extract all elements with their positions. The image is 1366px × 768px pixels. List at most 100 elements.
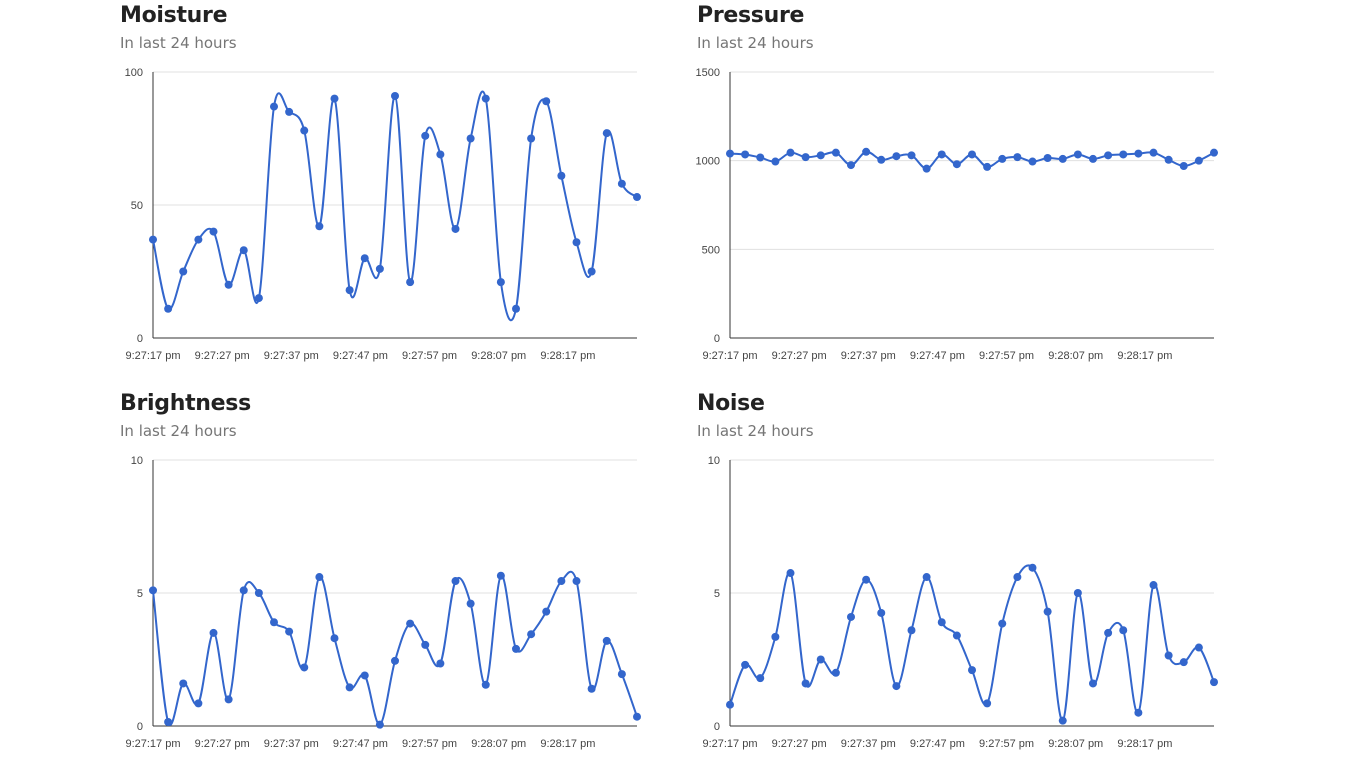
data-point[interactable] <box>952 160 961 169</box>
data-point[interactable] <box>164 718 173 727</box>
data-point[interactable] <box>360 254 369 263</box>
data-point[interactable] <box>557 577 566 586</box>
data-point[interactable] <box>892 682 901 691</box>
data-point[interactable] <box>1013 153 1022 162</box>
data-point[interactable] <box>527 134 536 143</box>
data-point[interactable] <box>998 619 1007 628</box>
data-point[interactable] <box>421 640 430 649</box>
data-point[interactable] <box>254 589 263 597</box>
data-point[interactable] <box>862 147 871 156</box>
data-point[interactable] <box>1043 607 1052 616</box>
data-point[interactable] <box>1089 154 1097 163</box>
data-point[interactable] <box>330 94 339 103</box>
data-point[interactable] <box>1149 581 1158 590</box>
data-point[interactable] <box>527 630 536 639</box>
data-point[interactable] <box>1089 679 1097 688</box>
data-point[interactable] <box>224 695 233 704</box>
data-point[interactable] <box>756 153 765 162</box>
data-point[interactable] <box>315 573 324 582</box>
data-point[interactable] <box>952 631 961 640</box>
data-point[interactable] <box>1028 563 1037 572</box>
data-point[interactable] <box>149 235 157 244</box>
data-point[interactable] <box>816 655 825 664</box>
data-point[interactable] <box>1134 149 1143 158</box>
data-point[interactable] <box>224 280 233 289</box>
data-point[interactable] <box>998 154 1007 163</box>
data-point[interactable] <box>617 670 626 679</box>
data-point[interactable] <box>436 150 445 159</box>
data-point[interactable] <box>756 674 765 683</box>
data-point[interactable] <box>436 659 445 668</box>
data-point[interactable] <box>771 632 780 641</box>
data-point[interactable] <box>406 619 415 628</box>
data-point[interactable] <box>1119 626 1128 635</box>
data-point[interactable] <box>345 683 354 692</box>
data-point[interactable] <box>831 148 840 157</box>
data-point[interactable] <box>421 131 430 140</box>
data-point[interactable] <box>1013 573 1022 582</box>
data-point[interactable] <box>1164 651 1173 660</box>
data-point[interactable] <box>1194 643 1203 652</box>
data-point[interactable] <box>1073 589 1082 597</box>
data-point[interactable] <box>937 618 946 627</box>
data-point[interactable] <box>726 149 734 158</box>
data-point[interactable] <box>922 164 931 173</box>
data-point[interactable] <box>481 94 490 103</box>
data-point[interactable] <box>1179 161 1188 170</box>
data-point[interactable] <box>1058 154 1067 163</box>
data-point[interactable] <box>285 107 294 116</box>
data-point[interactable] <box>315 222 324 231</box>
data-point[interactable] <box>1043 154 1052 163</box>
data-point[interactable] <box>451 577 460 586</box>
data-point[interactable] <box>1164 155 1173 164</box>
data-point[interactable] <box>572 238 581 247</box>
data-point[interactable] <box>907 626 916 635</box>
data-point[interactable] <box>816 151 825 160</box>
data-point[interactable] <box>983 162 992 171</box>
data-point[interactable] <box>633 712 641 721</box>
data-point[interactable] <box>831 668 840 677</box>
data-point[interactable] <box>542 607 551 616</box>
data-point[interactable] <box>1134 708 1143 717</box>
data-point[interactable] <box>786 569 795 578</box>
data-point[interactable] <box>741 150 750 159</box>
data-point[interactable] <box>633 193 641 202</box>
data-point[interactable] <box>922 573 931 582</box>
data-point[interactable] <box>466 599 475 608</box>
data-point[interactable] <box>602 636 611 645</box>
data-point[interactable] <box>1073 150 1082 159</box>
data-point[interactable] <box>1149 148 1158 157</box>
data-point[interactable] <box>391 656 399 665</box>
data-point[interactable] <box>1058 716 1067 725</box>
data-point[interactable] <box>877 608 886 617</box>
data-point[interactable] <box>239 246 248 255</box>
data-point[interactable] <box>1104 628 1113 637</box>
data-point[interactable] <box>801 153 810 162</box>
data-point[interactable] <box>466 134 475 143</box>
data-point[interactable] <box>239 586 248 595</box>
data-point[interactable] <box>617 179 626 188</box>
data-point[interactable] <box>542 97 551 106</box>
data-point[interactable] <box>1104 151 1113 160</box>
data-point[interactable] <box>496 278 505 287</box>
data-point[interactable] <box>1179 658 1188 667</box>
data-point[interactable] <box>557 171 566 180</box>
data-point[interactable] <box>1210 678 1218 687</box>
data-point[interactable] <box>968 666 976 675</box>
data-point[interactable] <box>300 663 309 672</box>
data-point[interactable] <box>771 157 780 166</box>
data-point[interactable] <box>862 575 871 584</box>
data-point[interactable] <box>209 227 218 236</box>
data-point[interactable] <box>179 679 188 688</box>
data-point[interactable] <box>877 155 886 164</box>
data-point[interactable] <box>741 660 750 669</box>
data-point[interactable] <box>1194 156 1203 165</box>
data-point[interactable] <box>892 152 901 161</box>
data-point[interactable] <box>285 627 294 636</box>
data-point[interactable] <box>937 150 946 159</box>
data-point[interactable] <box>1028 157 1037 166</box>
data-point[interactable] <box>194 699 203 708</box>
data-point[interactable] <box>496 571 505 580</box>
data-point[interactable] <box>270 102 278 111</box>
data-point[interactable] <box>907 151 916 160</box>
